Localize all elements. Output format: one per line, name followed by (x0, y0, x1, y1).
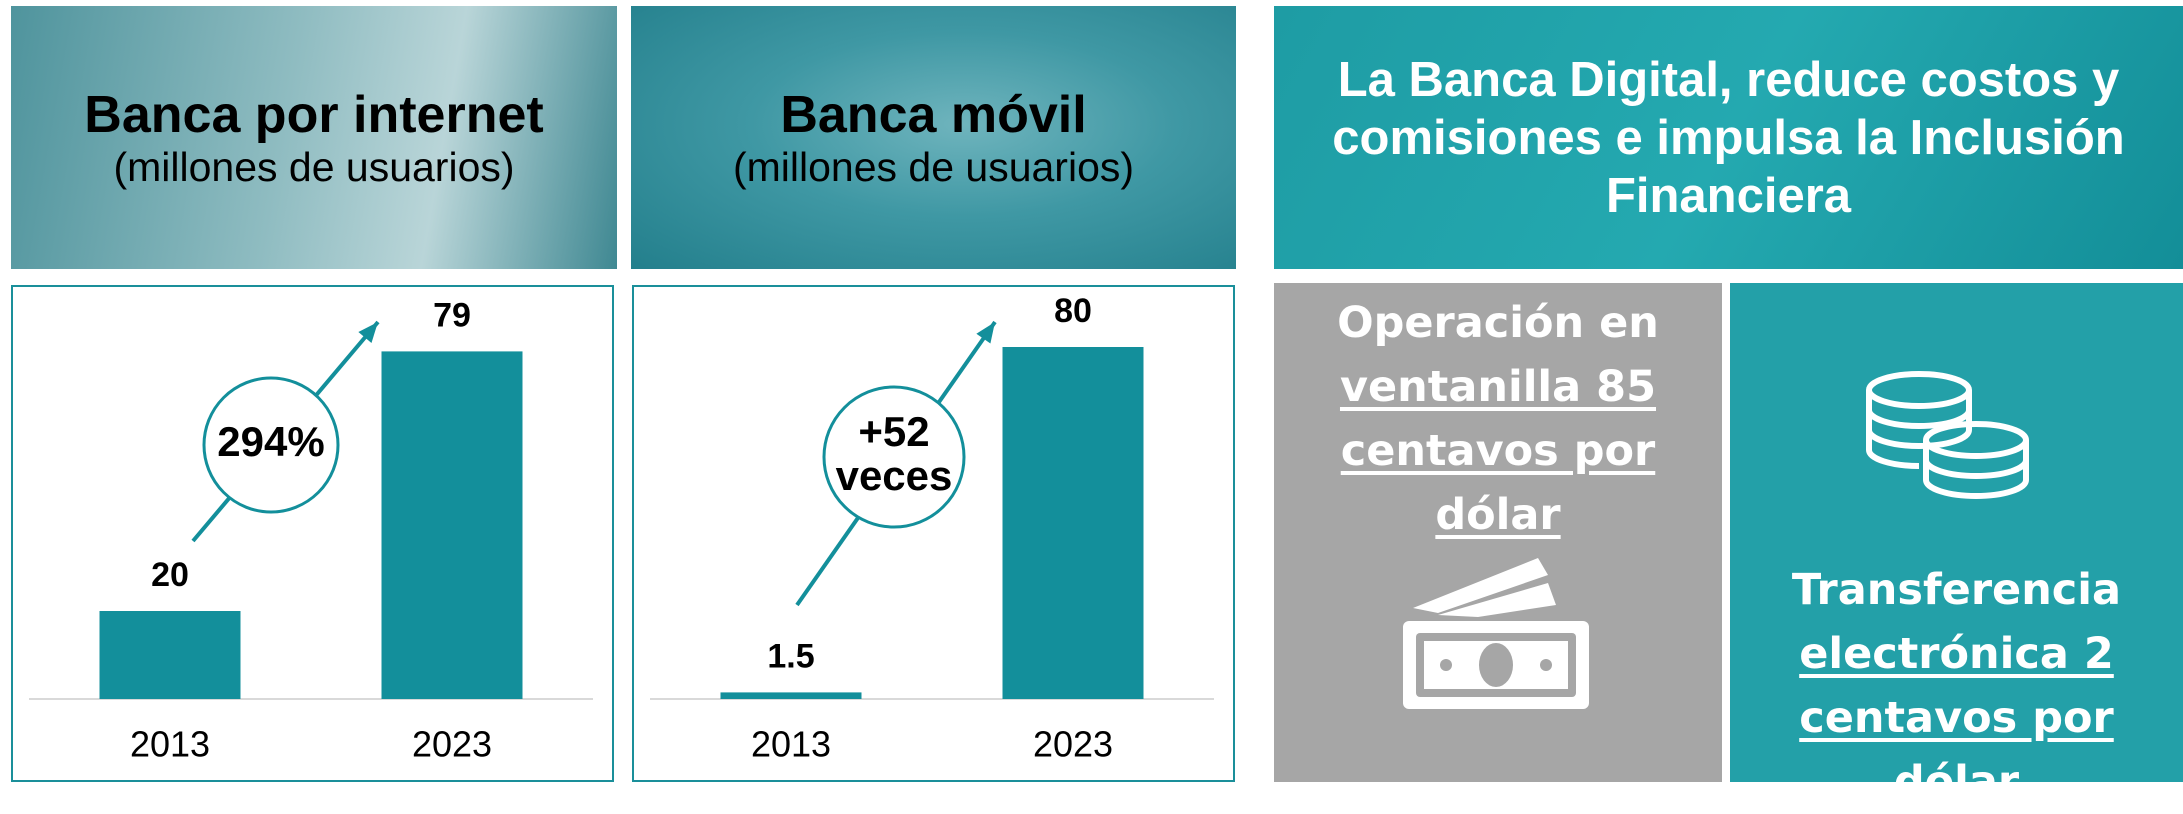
value-label: 20 (151, 556, 189, 594)
panel-text: electrónica 2 centavos por dólar (1740, 622, 2173, 814)
bar (100, 611, 241, 699)
bar (721, 692, 862, 699)
chart: 20 2013 79 2023 294% (13, 287, 616, 784)
info-panel: Transferencia electrónica 2 centavos por… (1730, 283, 2183, 782)
chart-title: Banca por internet (84, 86, 543, 144)
chart-box: 20 2013 79 2023 294% (11, 285, 614, 782)
panel-heading: Operación en (1294, 291, 1702, 355)
value-label: 80 (1054, 292, 1092, 330)
banner: La Banca Digital, reduce costos y comisi… (1274, 6, 2183, 269)
coins-icon (1864, 368, 2034, 508)
money-icon (1398, 553, 1598, 713)
x-tick-label: 2013 (130, 724, 210, 765)
chart-header: Banca móvil (millones de usuarios) (631, 6, 1236, 269)
value-label: 1.5 (767, 637, 814, 675)
x-tick-label: 2023 (412, 724, 492, 765)
chart-title: Banca móvil (780, 86, 1086, 144)
x-tick-label: 2013 (751, 724, 831, 765)
info-panel: Operación en ventanilla 85 centavos por … (1274, 283, 1722, 782)
chart-subtitle: (millones de usuarios) (733, 144, 1134, 190)
annotation: +52 (858, 408, 929, 455)
chart-subtitle: (millones de usuarios) (113, 144, 514, 190)
chart-header: Banca por internet (millones de usuarios… (11, 6, 617, 269)
value-label: 79 (433, 296, 471, 334)
bar (382, 351, 523, 699)
arrow-head (976, 322, 995, 344)
page: Banca por internet (millones de usuarios… (0, 0, 2183, 782)
panel-heading: Transferencia (1740, 558, 2173, 622)
panel-text: ventanilla 85 centavos por dólar (1294, 355, 1702, 547)
bar (1003, 347, 1144, 699)
x-tick-label: 2023 (1033, 724, 1113, 765)
annotation: veces (836, 452, 953, 499)
annotation: 294% (217, 418, 324, 465)
